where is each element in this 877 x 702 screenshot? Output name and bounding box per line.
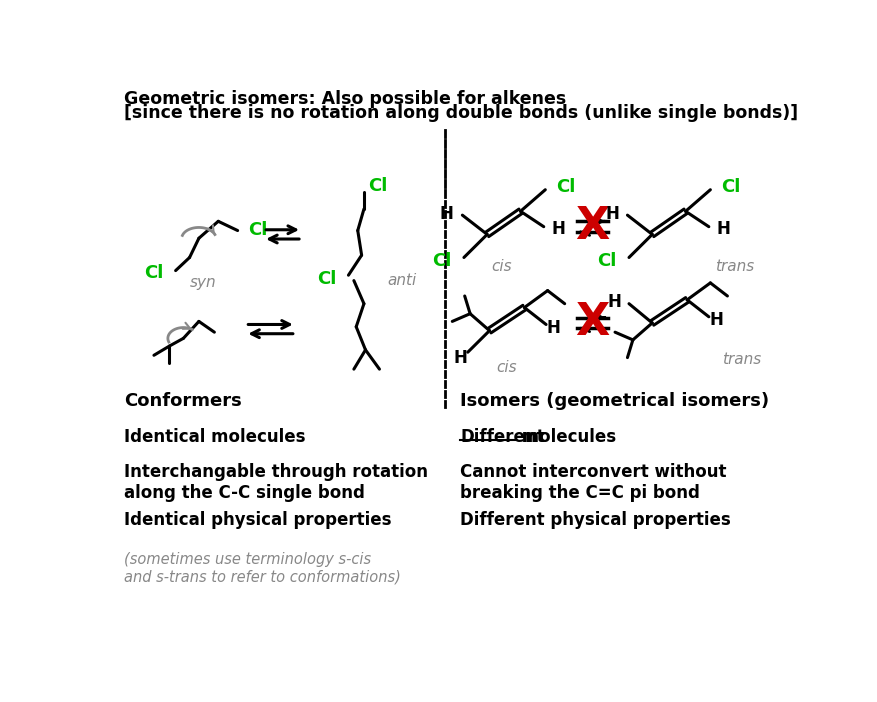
Text: H: H [551,220,565,238]
Text: X: X [574,301,609,345]
Text: Identical molecules: Identical molecules [124,428,305,446]
Text: molecules: molecules [516,428,616,446]
Text: Identical physical properties: Identical physical properties [124,511,391,529]
Text: anti: anti [387,273,416,288]
Text: H: H [439,204,453,223]
Text: Different: Different [460,428,544,446]
Text: H: H [716,220,730,238]
Text: Cl: Cl [720,178,740,197]
Text: Isomers (geometrical isomers): Isomers (geometrical isomers) [460,392,768,410]
Text: Geometric isomers: Also possible for alkenes: Geometric isomers: Also possible for alk… [124,91,566,108]
Text: Cl: Cl [555,178,574,197]
Text: Conformers: Conformers [124,392,241,410]
Text: H: H [604,204,618,223]
Text: X: X [574,205,609,249]
Text: H: H [607,293,621,311]
Text: cis: cis [490,259,511,274]
Text: [since there is no rotation along double bonds (unlike single bonds)]: [since there is no rotation along double… [124,105,797,122]
Text: trans: trans [721,352,760,367]
Text: Interchangable through rotation
along the C-C single bond: Interchangable through rotation along th… [124,463,427,502]
Text: Cl: Cl [367,177,387,195]
Text: cis: cis [496,360,517,375]
Text: Cl: Cl [596,252,616,270]
Text: Cl: Cl [248,220,267,239]
Text: Different physical properties: Different physical properties [460,511,730,529]
Text: Cl: Cl [317,270,336,288]
Text: Cl: Cl [431,252,451,270]
Text: (sometimes use terminology s-cis
and s-trans to refer to conformations): (sometimes use terminology s-cis and s-t… [124,552,400,585]
Text: H: H [546,319,560,336]
Text: trans: trans [714,259,753,274]
Text: Cannot interconvert without
breaking the C=C pi bond: Cannot interconvert without breaking the… [460,463,726,502]
Text: H: H [709,311,723,329]
Text: Cl: Cl [144,264,163,282]
Text: H: H [453,350,467,367]
Text: syn: syn [189,275,216,291]
